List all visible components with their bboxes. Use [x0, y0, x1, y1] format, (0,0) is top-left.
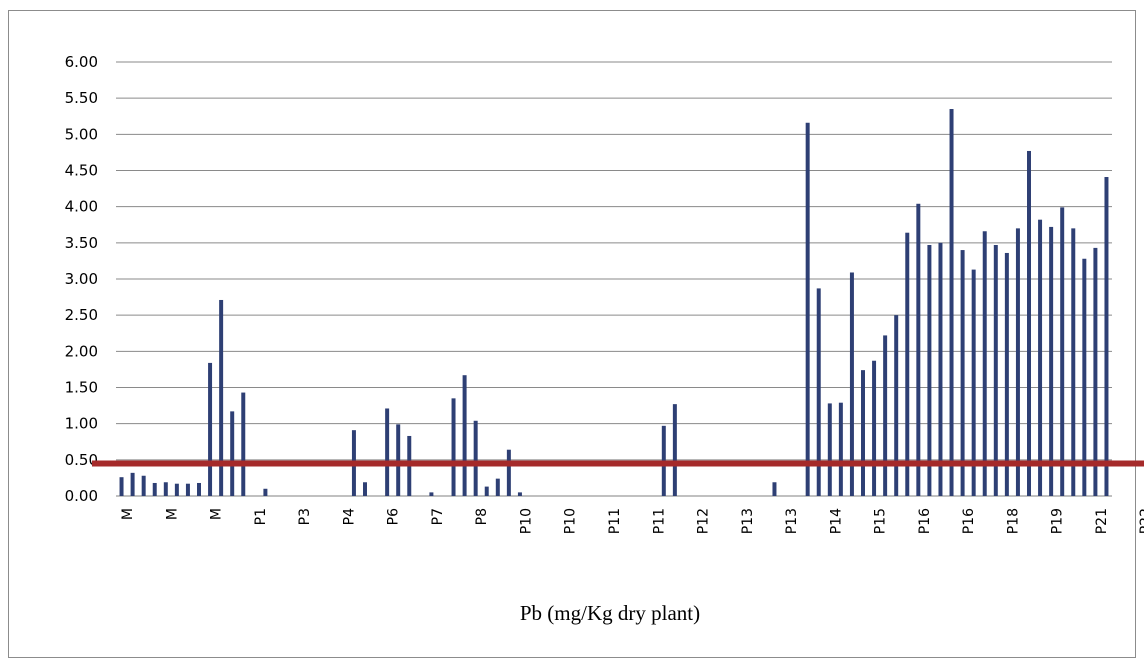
x-tick-label: P11: [607, 508, 623, 534]
y-tick-label: 0.00: [65, 487, 98, 505]
bar: [1015, 228, 1020, 496]
x-tick-label: P14: [828, 508, 844, 534]
y-tick-label: 6.00: [65, 53, 98, 71]
bar: [230, 411, 235, 496]
bar: [1004, 252, 1009, 496]
bar: [772, 482, 777, 496]
y-axis-ticks: 0.00 0.50 1.00 1.50 2.00 2.50 3.00 3.50 4.00 4.50…: [65, 53, 98, 505]
x-tick-label: P13: [784, 508, 800, 534]
bar: [219, 299, 224, 496]
bar: [672, 404, 677, 496]
x-tick-label: P13: [740, 508, 756, 534]
bar: [816, 288, 821, 496]
gridlines: [116, 61, 1112, 497]
bar: [949, 109, 954, 497]
x-tick-label: P1: [253, 508, 269, 525]
bar: [130, 472, 135, 496]
x-tick-label: P22: [1138, 508, 1144, 534]
x-tick-label: P4: [341, 508, 357, 525]
x-tick-label: P15: [873, 508, 889, 534]
bar: [883, 335, 888, 496]
bar: [894, 315, 899, 496]
y-tick-label: 5.00: [65, 125, 98, 143]
y-tick-label: 3.00: [65, 270, 98, 288]
y-tick-label: 0.50: [65, 451, 98, 469]
x-tick-label: P6: [386, 508, 402, 525]
bar: [363, 482, 367, 496]
bar: [1104, 177, 1109, 496]
bar: [927, 245, 932, 496]
bar: [185, 483, 190, 496]
bar: [971, 269, 976, 496]
bar: [197, 482, 201, 496]
bar: [861, 370, 865, 496]
bar: [484, 486, 489, 496]
bar: [1093, 247, 1098, 496]
x-tick-label: P19: [1050, 508, 1066, 534]
bar: [849, 272, 854, 496]
bar: [119, 477, 124, 496]
bar: [827, 403, 832, 496]
y-tick-label: 2.50: [65, 306, 98, 324]
bars: [119, 109, 1109, 497]
bar: [993, 245, 998, 496]
bar: [451, 398, 456, 496]
x-tick-label: P18: [1005, 508, 1021, 534]
bar: [838, 402, 843, 496]
x-tick-label: P7: [430, 508, 446, 525]
bar: [396, 424, 401, 496]
bar: [1071, 228, 1076, 496]
bar: [872, 360, 877, 496]
y-tick-label: 1.00: [65, 415, 98, 433]
x-tick-label: P12: [696, 508, 712, 534]
bar: [174, 483, 179, 496]
x-tick-label: P3: [297, 508, 313, 525]
bar: [208, 362, 213, 496]
chart-frame: [8, 10, 1136, 658]
bar: [506, 449, 511, 496]
bar: [241, 392, 246, 496]
x-tick-label: P21: [1094, 508, 1110, 534]
bar: [960, 250, 965, 496]
x-tick-label: P8: [474, 508, 490, 525]
bar: [263, 488, 268, 496]
x-tick-label: P10: [563, 508, 579, 534]
x-tick-label: M: [120, 508, 136, 520]
bar: [916, 203, 921, 497]
bar: [1027, 150, 1031, 496]
bar: [429, 492, 434, 496]
bar: [1082, 258, 1087, 496]
bar: [1049, 226, 1054, 497]
y-tick-label: 4.00: [65, 198, 98, 216]
x-tick-label: P16: [917, 508, 933, 534]
y-tick-label: 3.50: [65, 234, 98, 252]
y-tick-label: 4.50: [65, 162, 98, 180]
y-tick-label: 2.00: [65, 342, 98, 360]
bar: [462, 375, 467, 496]
bar: [938, 242, 943, 496]
x-tick-label: P16: [961, 508, 977, 534]
bar: [982, 231, 987, 496]
bar: [495, 478, 500, 496]
bar: [473, 420, 478, 496]
bar: [141, 475, 146, 496]
y-tick-label: 5.50: [65, 89, 98, 107]
x-tick-label: M: [164, 508, 180, 520]
x-axis-tick-labels: M M M P1 P3 P4 P6 P7 P8 P10 P10 P11 P11 P12 P13 P13 P14 P…: [120, 508, 1144, 534]
bar: [905, 232, 910, 496]
bar: [1038, 219, 1043, 497]
bar: [385, 408, 390, 496]
bar: [517, 492, 522, 496]
x-axis-title: Pb (mg/Kg dry plant): [520, 601, 700, 625]
x-tick-label: M: [209, 508, 225, 520]
bar: [152, 482, 157, 496]
bar: [163, 482, 168, 496]
y-tick-label: 1.50: [65, 379, 98, 397]
x-tick-label: P11: [651, 508, 667, 534]
bar: [805, 122, 810, 496]
x-tick-label: P10: [518, 508, 534, 534]
bar: [1060, 207, 1065, 496]
